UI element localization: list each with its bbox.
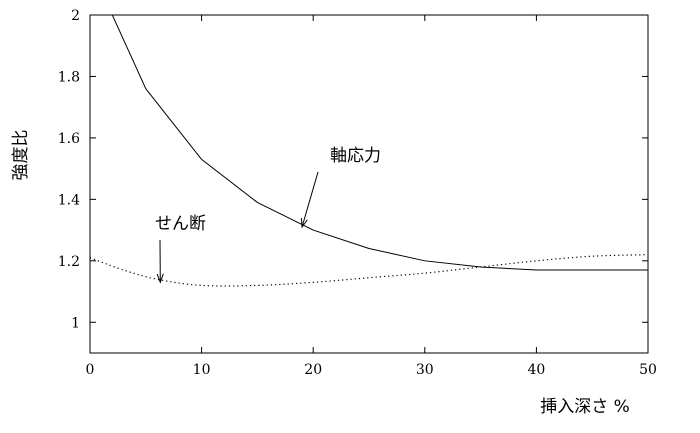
axial-stress-arrow-head (300, 218, 308, 229)
y-tick-label: 1 (71, 315, 80, 331)
axial-stress-label: 軸応力 (330, 146, 381, 166)
x-tick-label: 10 (193, 362, 211, 378)
x-tick-label: 0 (86, 362, 95, 378)
x-tick-label: 20 (304, 362, 322, 378)
x-axis-label: 挿入深さ % (540, 397, 630, 417)
x-tick-label: 30 (416, 362, 434, 378)
x-tick-label: 40 (527, 362, 545, 378)
axial-stress-series-line (111, 15, 648, 271)
shear-series-line (90, 254, 648, 287)
axial-stress-arrow-shaft (301, 171, 319, 228)
y-tick-label: 2 (71, 8, 80, 24)
y-tick-label: 1.4 (58, 192, 80, 208)
x-tick-label: 50 (639, 362, 657, 378)
shear-arrow-head (156, 273, 164, 284)
shear-label: せん断 (155, 214, 206, 234)
y-tick-label: 1.2 (58, 254, 80, 270)
y-axis-label: 強度比 (11, 130, 31, 181)
plot-frame (89, 14, 649, 354)
y-tick-label: 1.6 (58, 131, 80, 147)
y-tick-label: 1.8 (58, 69, 80, 85)
